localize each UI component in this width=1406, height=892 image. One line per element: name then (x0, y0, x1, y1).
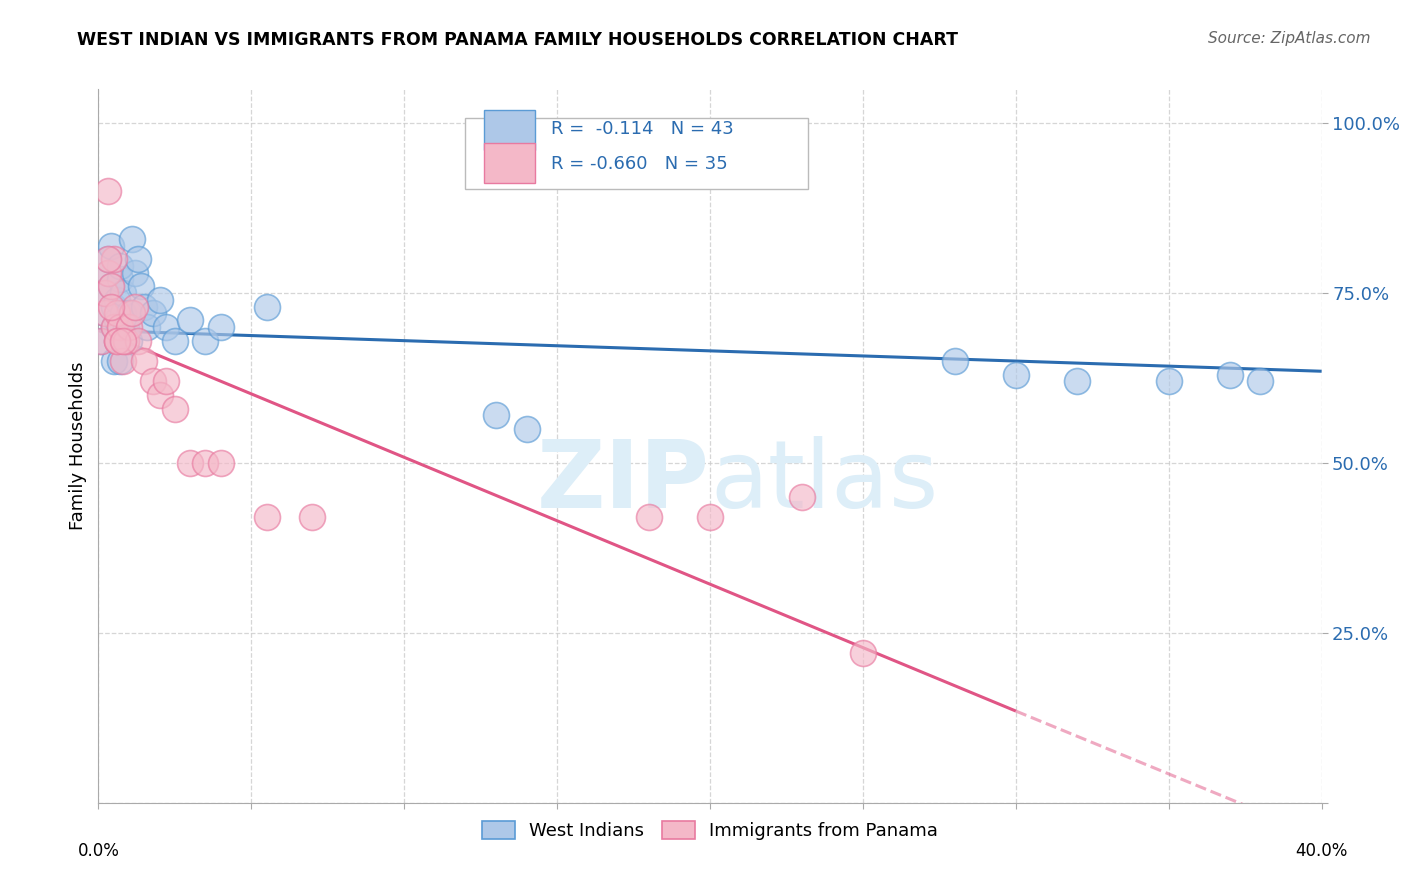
Point (136, 320, 159, 334)
Point (90, 334, 112, 348)
Point (103, 320, 125, 334)
Point (1066, 375, 1088, 389)
Text: 0.0%: 0.0% (77, 842, 120, 860)
Point (301, 510, 323, 524)
Text: R =  -0.114   N = 43: R = -0.114 N = 43 (551, 120, 734, 138)
Point (108, 272, 131, 286)
Point (118, 306, 141, 320)
Point (142, 375, 165, 389)
Point (105, 334, 128, 348)
Point (100, 238, 122, 252)
Point (111, 334, 134, 348)
Point (115, 334, 138, 348)
Point (118, 320, 141, 334)
Point (103, 320, 125, 334)
Point (179, 456, 201, 470)
Point (127, 252, 149, 266)
Point (118, 334, 141, 348)
Point (97, 266, 120, 280)
Point (142, 306, 165, 320)
Point (209, 456, 232, 470)
Text: ZIP: ZIP (537, 435, 710, 528)
Point (943, 354, 966, 368)
Point (256, 300, 278, 314)
Point (108, 354, 131, 368)
Point (100, 300, 122, 314)
Legend: West Indians, Immigrants from Panama: West Indians, Immigrants from Panama (482, 821, 938, 840)
Point (97, 184, 120, 198)
Text: R = -0.660   N = 35: R = -0.660 N = 35 (551, 155, 728, 173)
Point (108, 320, 131, 334)
Text: atlas: atlas (710, 435, 938, 528)
Point (111, 286, 134, 301)
Point (155, 375, 177, 389)
Point (100, 279, 122, 293)
Point (1157, 375, 1180, 389)
Point (108, 259, 131, 273)
Point (105, 334, 128, 348)
Point (637, 510, 661, 524)
Point (100, 279, 122, 293)
Point (163, 334, 186, 348)
Point (103, 300, 125, 314)
Point (256, 510, 278, 524)
Point (129, 279, 152, 293)
Text: Source: ZipAtlas.com: Source: ZipAtlas.com (1208, 31, 1371, 46)
Point (93, 286, 115, 301)
Point (790, 490, 813, 504)
Point (124, 266, 146, 280)
Point (97, 252, 120, 266)
Point (485, 409, 508, 423)
Point (93, 306, 115, 320)
Point (194, 334, 217, 348)
Point (209, 320, 232, 334)
Point (134, 354, 156, 368)
Point (90, 334, 112, 348)
Point (194, 456, 217, 470)
Point (852, 646, 875, 660)
Point (149, 388, 172, 402)
FancyBboxPatch shape (484, 110, 536, 150)
Point (163, 401, 186, 416)
Point (103, 252, 125, 266)
Point (105, 313, 128, 327)
Point (516, 422, 538, 436)
Point (97, 252, 120, 266)
FancyBboxPatch shape (484, 143, 536, 183)
Point (1249, 375, 1271, 389)
Point (115, 320, 138, 334)
Point (105, 334, 128, 348)
Point (124, 300, 146, 314)
Text: WEST INDIAN VS IMMIGRANTS FROM PANAMA FAMILY HOUSEHOLDS CORRELATION CHART: WEST INDIAN VS IMMIGRANTS FROM PANAMA FA… (77, 31, 959, 49)
Point (121, 306, 143, 320)
Text: 40.0%: 40.0% (1295, 842, 1348, 860)
Point (149, 293, 172, 307)
Point (155, 320, 177, 334)
Y-axis label: Family Households: Family Households (69, 362, 87, 530)
Point (121, 232, 143, 246)
Point (699, 510, 721, 524)
Point (93, 306, 115, 320)
Point (1219, 368, 1241, 382)
Point (134, 300, 156, 314)
Point (105, 306, 128, 320)
Point (93, 286, 115, 301)
Point (1004, 368, 1026, 382)
Point (103, 354, 125, 368)
Point (105, 293, 128, 307)
FancyBboxPatch shape (465, 118, 808, 189)
Point (97, 266, 120, 280)
Point (111, 306, 134, 320)
Point (111, 354, 134, 368)
Point (179, 313, 201, 327)
Point (127, 334, 149, 348)
